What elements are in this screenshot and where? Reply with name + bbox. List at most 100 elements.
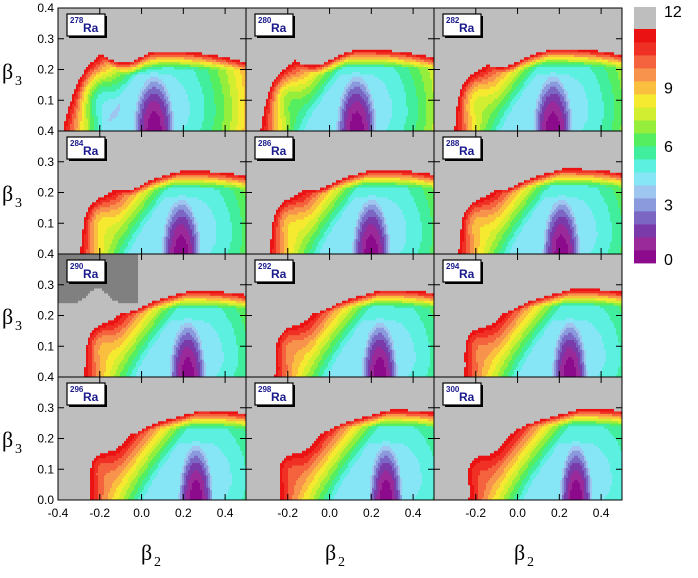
- heatmap-cell: [234, 57, 237, 61]
- heatmap-cell: [238, 118, 241, 122]
- heatmap-cell: [220, 84, 223, 88]
- heatmap-cell: [218, 121, 221, 125]
- heatmap-cell: [118, 99, 121, 103]
- heatmap-cell: [140, 121, 143, 125]
- heatmap-cell: [200, 118, 203, 122]
- heatmap-cell: [228, 99, 231, 103]
- heatmap-cell: [150, 10, 153, 14]
- heatmap-cell: [202, 101, 205, 105]
- heatmap-cell: [164, 86, 167, 90]
- heatmap-cell: [68, 10, 71, 14]
- heatmap-cell: [220, 121, 223, 125]
- heatmap-cell: [258, 10, 261, 14]
- heatmap-cell: [206, 35, 209, 39]
- heatmap-cell: [138, 126, 141, 130]
- heatmap-cell: [116, 111, 119, 115]
- heatmap-cell: [134, 89, 137, 93]
- heatmap-cell: [82, 54, 85, 58]
- heatmap-cell: [130, 101, 133, 105]
- heatmap-cell: [228, 76, 231, 80]
- heatmap-cell: [360, 10, 363, 14]
- heatmap-cell: [230, 17, 233, 21]
- heatmap-cell: [132, 20, 135, 24]
- heatmap-cell: [230, 49, 233, 53]
- heatmap-cell: [108, 79, 111, 83]
- heatmap-cell: [114, 32, 117, 36]
- heatmap-cell: [148, 35, 151, 39]
- heatmap-cell: [198, 79, 201, 83]
- heatmap-cell: [190, 99, 193, 103]
- heatmap-cell: [188, 106, 191, 110]
- heatmap-cell: [102, 71, 105, 76]
- heatmap-cell: [202, 25, 205, 29]
- heatmap-cell: [158, 103, 161, 107]
- heatmap-cell: [222, 12, 225, 16]
- heatmap-cell: [162, 42, 165, 46]
- heatmap-cell: [80, 54, 83, 58]
- heatmap-cell: [150, 42, 153, 46]
- heatmap-cell: [84, 47, 87, 51]
- heatmap-cell: [204, 69, 207, 73]
- heatmap-cell: [160, 106, 163, 110]
- heatmap-cell: [228, 121, 231, 125]
- heatmap-cell: [220, 22, 223, 26]
- heatmap-cell: [136, 44, 139, 48]
- heatmap-cell: [192, 79, 195, 83]
- heatmap-cell: [336, 12, 339, 16]
- heatmap-cell: [184, 126, 187, 130]
- heatmap-cell: [202, 27, 205, 31]
- heatmap-cell: [218, 67, 221, 71]
- heatmap-cell: [230, 47, 233, 51]
- heatmap-cell: [244, 128, 246, 131]
- heatmap-cell: [96, 54, 99, 58]
- heatmap-cell: [234, 74, 237, 78]
- heatmap-cell: [124, 49, 127, 53]
- heatmap-cell: [76, 126, 79, 130]
- heatmap-cell: [184, 49, 187, 53]
- heatmap-cell: [228, 17, 231, 21]
- heatmap-cell: [140, 44, 143, 48]
- heatmap-cell: [178, 108, 181, 112]
- heatmap-cell: [150, 126, 153, 130]
- heatmap-cell: [184, 84, 187, 88]
- heatmap-cell: [120, 67, 123, 71]
- heatmap-cell: [96, 123, 99, 127]
- heatmap-cell: [216, 76, 219, 80]
- heatmap-cell: [180, 71, 183, 76]
- heatmap-cell: [218, 8, 221, 12]
- heatmap-cell: [208, 106, 211, 110]
- heatmap-cell: [130, 44, 133, 48]
- heatmap-cell: [104, 86, 107, 90]
- heatmap-cell: [172, 89, 175, 93]
- heatmap-cell: [206, 101, 209, 105]
- heatmap-cell: [174, 30, 177, 34]
- heatmap-cell: [194, 15, 197, 19]
- heatmap-cell: [190, 111, 193, 115]
- heatmap-cell: [232, 27, 235, 31]
- heatmap-cell: [158, 81, 161, 85]
- heatmap-cell: [158, 71, 161, 76]
- heatmap-cell: [116, 108, 119, 112]
- heatmap-cell: [230, 96, 233, 100]
- heatmap-cell: [64, 69, 67, 73]
- heatmap-cell: [76, 10, 79, 14]
- heatmap-cell: [156, 91, 159, 95]
- heatmap-cell: [204, 103, 207, 107]
- heatmap-cell: [184, 57, 187, 61]
- heatmap-cell: [138, 64, 141, 68]
- heatmap-cell: [218, 44, 221, 48]
- heatmap-cell: [168, 71, 171, 76]
- heatmap-cell: [130, 57, 133, 61]
- heatmap-cell: [108, 116, 111, 120]
- heatmap-cell: [80, 86, 83, 90]
- heatmap-cell: [146, 30, 149, 34]
- heatmap-cell: [162, 64, 165, 68]
- heatmap-cell: [220, 49, 223, 53]
- heatmap-cell: [138, 108, 141, 112]
- heatmap-cell: [140, 52, 143, 56]
- heatmap-cell: [178, 79, 181, 83]
- heatmap-cell: [58, 35, 61, 39]
- heatmap-cell: [126, 20, 129, 24]
- heatmap-cell: [234, 10, 237, 14]
- heatmap-cell: [68, 118, 71, 122]
